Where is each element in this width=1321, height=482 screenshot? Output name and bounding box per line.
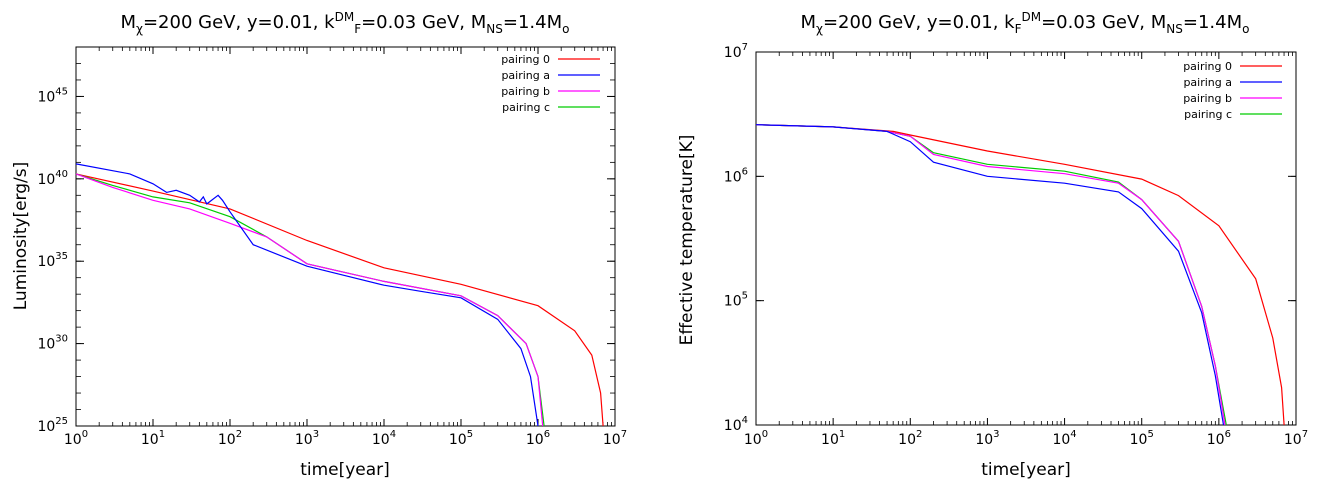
luminosity-series-line-0 <box>75 173 604 427</box>
luminosity-series-line-1 <box>75 163 539 427</box>
temperature-x-tick-label: 105 <box>1130 429 1154 448</box>
temperature-x-tick-label: 102 <box>898 429 922 448</box>
temperature-series-line-2 <box>755 124 1226 426</box>
temperature-series-line-3 <box>755 124 1227 426</box>
temperature-y-axis-label: Effective temperature[K] <box>677 135 697 346</box>
temperature-x-tick-label: 103 <box>975 429 999 448</box>
temperature-ticks: 100 101 102 103 104 105 106 107 104 105 106 107 <box>724 42 1308 448</box>
luminosity-x-tick-label: 104 <box>372 429 396 448</box>
temperature-lines <box>755 124 1285 426</box>
luminosity-x-tick-label: 101 <box>141 429 165 448</box>
temperature-chart: Mχ=200 GeV, y=0.01, kFDM=0.03 GeV, MNS=1… <box>677 10 1308 480</box>
temperature-plot-frame <box>755 51 1297 426</box>
luminosity-legend-label-1: pairing a <box>501 69 550 82</box>
temperature-legend-label-0: pairing 0 <box>1183 60 1232 73</box>
luminosity-legend: pairing 0 pairing a pairing b pairing c <box>501 53 600 114</box>
temperature-x-tick-label: 107 <box>1284 429 1308 448</box>
luminosity-y-tick-label: 1030 <box>37 334 68 353</box>
temperature-chart-title: Mχ=200 GeV, y=0.01, kFDM=0.03 GeV, MNS=1… <box>801 10 1250 36</box>
temperature-x-tick-label: 101 <box>821 429 845 448</box>
temperature-series-line-0 <box>755 124 1285 426</box>
luminosity-legend-label-0: pairing 0 <box>501 53 550 66</box>
temperature-y-tick-label: 106 <box>724 166 748 185</box>
luminosity-x-tick-label: 106 <box>526 429 550 448</box>
luminosity-plot-frame <box>75 46 616 427</box>
luminosity-legend-label-2: pairing b <box>501 85 550 98</box>
luminosity-chart: Mχ=200 GeV, y=0.01, kDMF=0.03 GeV, MNS=1… <box>11 10 627 480</box>
temperature-legend: pairing 0 pairing a pairing b pairing c <box>1183 60 1282 121</box>
luminosity-y-tick-label: 1035 <box>37 251 68 270</box>
temperature-x-tick-label: 106 <box>1207 429 1231 448</box>
luminosity-ticks: 100 101 102 103 104 105 106 107 1025 1030 1035 1040… <box>37 46 627 448</box>
luminosity-series-line-2 <box>75 173 544 427</box>
luminosity-lines <box>75 163 604 427</box>
luminosity-y-tick-label: 1025 <box>37 416 68 435</box>
luminosity-x-tick-label: 103 <box>295 429 319 448</box>
luminosity-x-tick-label: 100 <box>64 429 88 448</box>
luminosity-x-tick-label: 107 <box>603 429 627 448</box>
temperature-legend-label-1: pairing a <box>1183 76 1232 89</box>
temperature-x-tick-label: 100 <box>744 429 768 448</box>
luminosity-y-tick-label: 1040 <box>37 169 68 188</box>
temperature-x-axis-label: time[year] <box>981 460 1071 480</box>
temperature-series-line-1 <box>755 124 1225 426</box>
temperature-x-tick-label: 104 <box>1052 429 1076 448</box>
luminosity-series-line-3 <box>75 173 545 427</box>
temperature-legend-label-3: pairing c <box>1184 108 1232 121</box>
temperature-y-tick-label: 105 <box>724 291 748 310</box>
luminosity-y-axis-label: Luminosity[erg/s] <box>11 162 31 311</box>
luminosity-x-tick-label: 105 <box>449 429 473 448</box>
temperature-y-tick-label: 104 <box>724 415 748 434</box>
luminosity-y-tick-label: 1045 <box>37 86 68 105</box>
luminosity-x-axis-label: time[year] <box>300 460 390 480</box>
luminosity-x-tick-label: 102 <box>218 429 242 448</box>
temperature-legend-label-2: pairing b <box>1183 92 1232 105</box>
luminosity-legend-label-3: pairing c <box>502 101 550 114</box>
luminosity-chart-title: Mχ=200 GeV, y=0.01, kDMF=0.03 GeV, MNS=1… <box>121 10 570 36</box>
temperature-y-tick-label: 107 <box>724 42 748 61</box>
